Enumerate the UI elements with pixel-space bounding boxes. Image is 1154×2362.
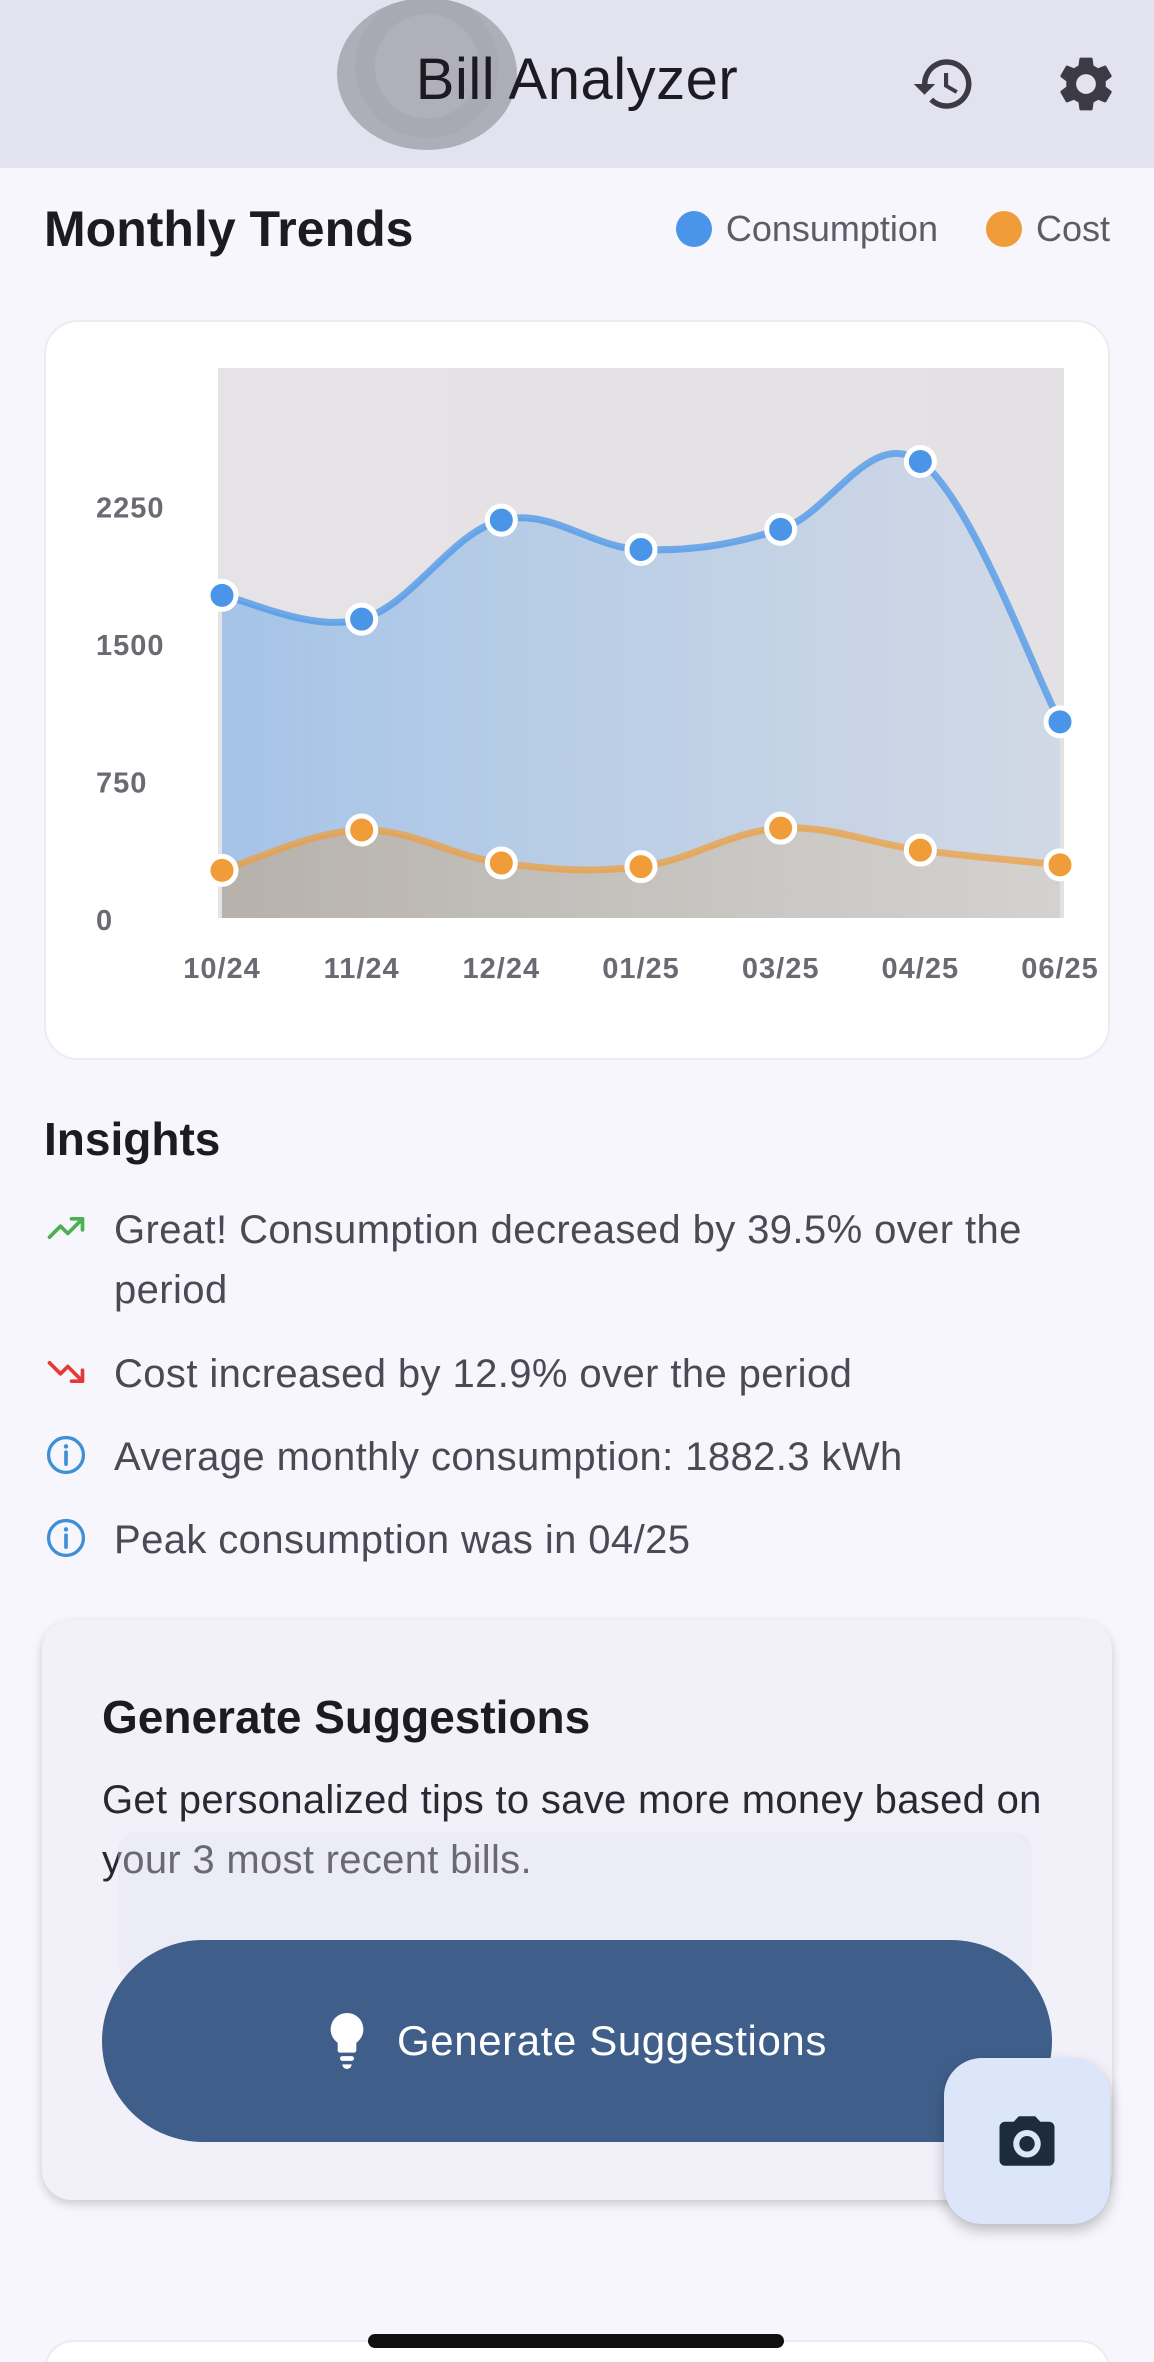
gear-icon xyxy=(1060,57,1112,111)
trends-chart-card: 0 750 1500 2250 10/24 11/24 12/24 01/25 03/25 04… xyxy=(44,320,1110,1060)
point-cost-04/25[interactable] xyxy=(903,833,937,867)
x-tick-label: 11/24 xyxy=(324,953,400,985)
settings-button[interactable] xyxy=(1048,46,1124,122)
point-consumption-03/25[interactable] xyxy=(764,512,798,546)
y-tick-label: 0 xyxy=(96,905,113,937)
point-consumption-10/24[interactable] xyxy=(205,578,239,612)
point-cost-01/25[interactable] xyxy=(624,850,658,884)
point-cost-10/24[interactable] xyxy=(205,853,239,887)
insight-item: Average monthly consumption: 1882.3 kWh xyxy=(44,1427,1104,1487)
touch-ripple xyxy=(337,0,517,150)
point-cost-06/25[interactable] xyxy=(1043,848,1077,882)
generate-suggestions-button[interactable]: Generate Suggestions xyxy=(102,1940,1052,2142)
suggestions-description: Get personalized tips to save more money… xyxy=(102,1778,1042,1882)
history-icon xyxy=(913,59,972,109)
x-tick-label: 01/25 xyxy=(602,953,680,985)
suggestions-title: Generate Suggestions xyxy=(102,1691,591,1743)
insight-text: Average monthly consumption: 1882.3 kWh xyxy=(114,1435,903,1479)
x-tick-label: 12/24 xyxy=(463,953,541,985)
x-tick-label: 03/25 xyxy=(742,953,820,985)
insight-item: Cost increased by 12.9% over the period xyxy=(44,1344,1104,1404)
y-tick-label: 750 xyxy=(96,768,147,800)
insight-item: Great! Consumption decreased by 39.5% ov… xyxy=(44,1200,1104,1320)
trending-up-icon xyxy=(47,1217,85,1239)
app-title: Bill Analyzer xyxy=(415,47,739,112)
point-consumption-01/25[interactable] xyxy=(624,533,658,566)
suggestions-card: Generate Suggestions Get personalized ti… xyxy=(42,1620,1112,2200)
point-consumption-04/25[interactable] xyxy=(903,445,937,478)
x-tick-label: 04/25 xyxy=(882,953,960,985)
chart-legend: Consumption Cost xyxy=(628,208,1110,250)
insight-text: Cost increased by 12.9% over the period xyxy=(114,1352,853,1396)
insights-title: Insights xyxy=(44,1113,221,1165)
trending-down-icon xyxy=(47,1361,85,1383)
info-icon xyxy=(46,1518,86,1558)
legend-cost: Cost xyxy=(985,208,1110,250)
insight-text: Peak consumption was in 04/25 xyxy=(114,1518,691,1562)
lightbulb-icon xyxy=(330,2013,364,2069)
point-cost-11/24[interactable] xyxy=(345,813,379,847)
camera-icon xyxy=(999,2116,1055,2166)
trends-chart[interactable]: 0 750 1500 2250 10/24 11/24 12/24 01/25 03/25 04… xyxy=(46,322,1112,1062)
legend-consumption-dot xyxy=(675,211,712,247)
legend-consumption-label: Consumption xyxy=(725,208,938,249)
legend-cost-label: Cost xyxy=(1035,208,1110,249)
point-cost-12/24[interactable] xyxy=(484,846,518,880)
insight-item: Peak consumption was in 04/25 xyxy=(44,1510,1104,1570)
point-consumption-11/24[interactable] xyxy=(345,602,379,636)
y-tick-label: 1500 xyxy=(96,630,165,662)
info-icon xyxy=(46,1435,86,1475)
x-tick-label: 10/24 xyxy=(183,953,261,985)
point-consumption-06/25[interactable] xyxy=(1043,705,1077,739)
x-tick-label: 06/25 xyxy=(1021,953,1099,985)
y-tick-label: 2250 xyxy=(96,493,165,525)
camera-fab[interactable] xyxy=(944,2058,1110,2224)
home-indicator xyxy=(368,2334,784,2348)
app-bar: Bill Analyzer xyxy=(0,0,1154,168)
legend-consumption: Consumption xyxy=(675,208,938,250)
generate-suggestions-label: Generate Suggestions xyxy=(397,2017,827,2064)
legend-cost-dot xyxy=(985,211,1022,247)
insight-text: Great! Consumption decreased by 39.5% ov… xyxy=(114,1208,1022,1312)
history-button[interactable] xyxy=(906,46,982,122)
point-consumption-12/24[interactable] xyxy=(484,503,518,537)
trends-title: Monthly Trends xyxy=(44,201,414,257)
point-cost-03/25[interactable] xyxy=(764,811,798,845)
